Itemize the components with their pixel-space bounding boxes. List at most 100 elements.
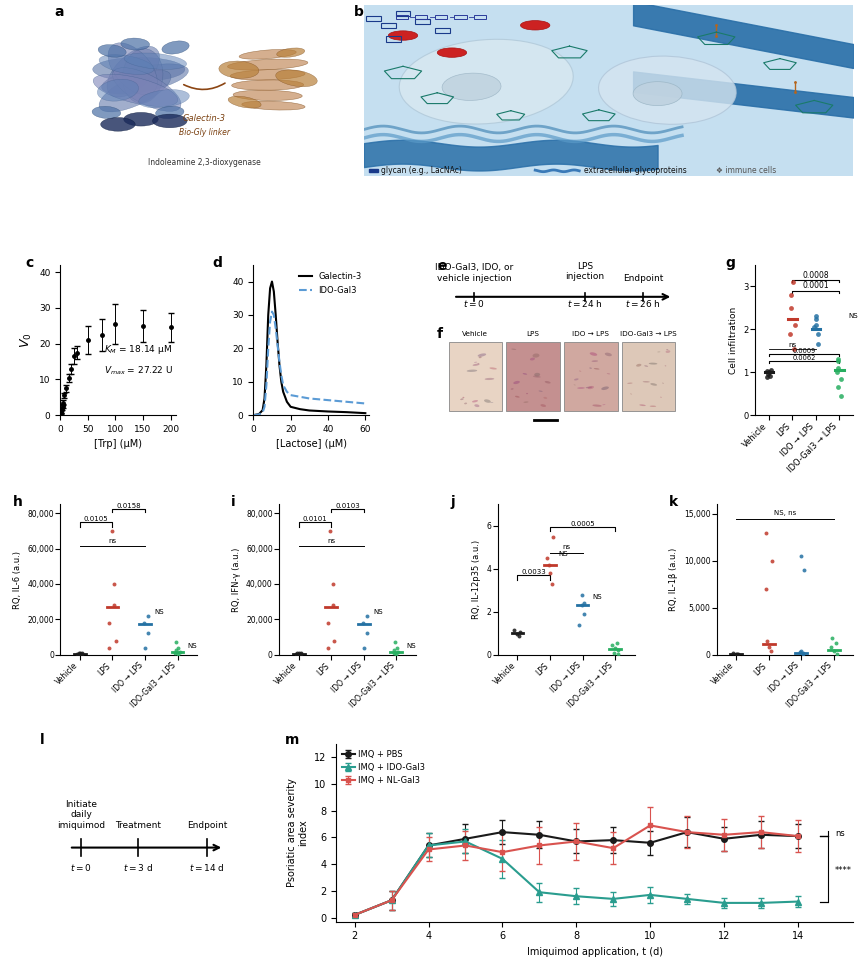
Point bbox=[784, 287, 797, 302]
Point bbox=[796, 563, 810, 578]
Text: b: b bbox=[354, 5, 363, 19]
Point bbox=[105, 523, 119, 539]
Point bbox=[793, 645, 807, 660]
Text: Galectin-3: Galectin-3 bbox=[183, 114, 226, 123]
Ellipse shape bbox=[523, 401, 528, 402]
Ellipse shape bbox=[472, 364, 479, 366]
Point bbox=[763, 643, 777, 659]
Ellipse shape bbox=[437, 48, 466, 58]
Point bbox=[510, 627, 523, 642]
Ellipse shape bbox=[112, 68, 181, 111]
Bar bbox=[434, 14, 447, 19]
IDO-Gal3 bbox=[264, 316, 275, 327]
Ellipse shape bbox=[461, 396, 464, 398]
Galectin-3 bbox=[267, 276, 277, 287]
Point bbox=[831, 351, 845, 367]
Text: 0.0005: 0.0005 bbox=[569, 520, 594, 526]
Ellipse shape bbox=[532, 375, 540, 377]
Point bbox=[574, 587, 588, 602]
Text: Endpoint: Endpoint bbox=[623, 274, 662, 283]
Point bbox=[290, 645, 304, 660]
Text: k: k bbox=[668, 495, 677, 510]
Text: 0.0062: 0.0062 bbox=[791, 355, 815, 361]
Point bbox=[73, 647, 87, 662]
Text: ns: ns bbox=[327, 538, 335, 543]
Ellipse shape bbox=[585, 387, 592, 388]
Point bbox=[102, 640, 116, 656]
Point bbox=[102, 615, 116, 631]
Point bbox=[830, 354, 844, 370]
Galectin-3 bbox=[269, 286, 279, 298]
Ellipse shape bbox=[542, 396, 547, 399]
Text: h: h bbox=[12, 495, 22, 510]
Point bbox=[759, 633, 773, 648]
Bar bbox=[474, 14, 486, 19]
Text: NS, ns: NS, ns bbox=[773, 510, 796, 516]
Y-axis label: RQ, IL-12p35 (a.u.): RQ, IL-12p35 (a.u.) bbox=[472, 540, 480, 619]
Galectin-3 bbox=[257, 404, 268, 416]
Ellipse shape bbox=[573, 378, 578, 380]
Point bbox=[759, 370, 773, 385]
Galectin-3 bbox=[341, 406, 351, 418]
Ellipse shape bbox=[520, 20, 549, 30]
Ellipse shape bbox=[512, 381, 519, 384]
FancyBboxPatch shape bbox=[622, 342, 675, 411]
Text: m: m bbox=[284, 733, 299, 747]
Text: IDO-Gal3, IDO, or
vehicle injection: IDO-Gal3, IDO, or vehicle injection bbox=[435, 263, 512, 283]
Point bbox=[785, 275, 799, 290]
Text: Indoleamine 2,3-dioxygenase: Indoleamine 2,3-dioxygenase bbox=[148, 158, 260, 167]
Text: NS: NS bbox=[155, 610, 164, 615]
Point bbox=[765, 553, 778, 568]
Ellipse shape bbox=[514, 396, 519, 397]
Point bbox=[70, 646, 84, 661]
IDO-Gal3 bbox=[257, 407, 268, 419]
Point bbox=[729, 647, 743, 662]
Text: IDO-Gal3 → LPS: IDO-Gal3 → LPS bbox=[620, 331, 677, 337]
Point bbox=[610, 643, 624, 659]
Ellipse shape bbox=[593, 368, 599, 370]
Ellipse shape bbox=[530, 358, 535, 360]
Galectin-3 bbox=[272, 336, 282, 348]
Ellipse shape bbox=[587, 386, 593, 389]
Point bbox=[359, 626, 373, 641]
Point bbox=[74, 647, 88, 662]
Ellipse shape bbox=[577, 387, 584, 389]
Ellipse shape bbox=[232, 80, 303, 90]
Bar bbox=[366, 16, 381, 21]
Point bbox=[323, 523, 337, 539]
Point bbox=[389, 640, 403, 656]
Ellipse shape bbox=[238, 50, 296, 60]
Ellipse shape bbox=[276, 70, 317, 86]
Ellipse shape bbox=[387, 31, 418, 40]
Point bbox=[808, 311, 822, 326]
Ellipse shape bbox=[92, 107, 121, 118]
Y-axis label: $V_0$: $V_0$ bbox=[18, 332, 34, 348]
Galectin-3 bbox=[282, 396, 292, 408]
Point bbox=[138, 640, 152, 656]
Point bbox=[294, 646, 307, 661]
Text: Initiate
daily
imiquimod: Initiate daily imiquimod bbox=[57, 800, 105, 829]
Ellipse shape bbox=[227, 60, 307, 70]
Ellipse shape bbox=[589, 352, 597, 356]
Point bbox=[762, 368, 776, 383]
X-axis label: Imiquimod application, t (d): Imiquimod application, t (d) bbox=[526, 947, 662, 957]
Point bbox=[360, 608, 374, 623]
Ellipse shape bbox=[99, 70, 170, 112]
Ellipse shape bbox=[460, 398, 463, 400]
Ellipse shape bbox=[642, 381, 649, 383]
X-axis label: [Lactose] (μM): [Lactose] (μM) bbox=[276, 440, 346, 449]
Ellipse shape bbox=[98, 44, 126, 58]
Point bbox=[107, 576, 121, 591]
Text: extracellular glycoproteins: extracellular glycoproteins bbox=[584, 166, 686, 176]
Ellipse shape bbox=[108, 43, 158, 95]
Point bbox=[170, 640, 184, 656]
Point bbox=[541, 557, 554, 572]
Galectin-3 bbox=[360, 407, 370, 419]
Point bbox=[141, 608, 155, 623]
Point bbox=[325, 597, 339, 612]
Point bbox=[763, 362, 777, 377]
Point bbox=[783, 325, 796, 341]
Ellipse shape bbox=[101, 117, 135, 132]
Galectin-3 bbox=[253, 408, 263, 420]
Text: $t=0$: $t=0$ bbox=[70, 862, 92, 874]
